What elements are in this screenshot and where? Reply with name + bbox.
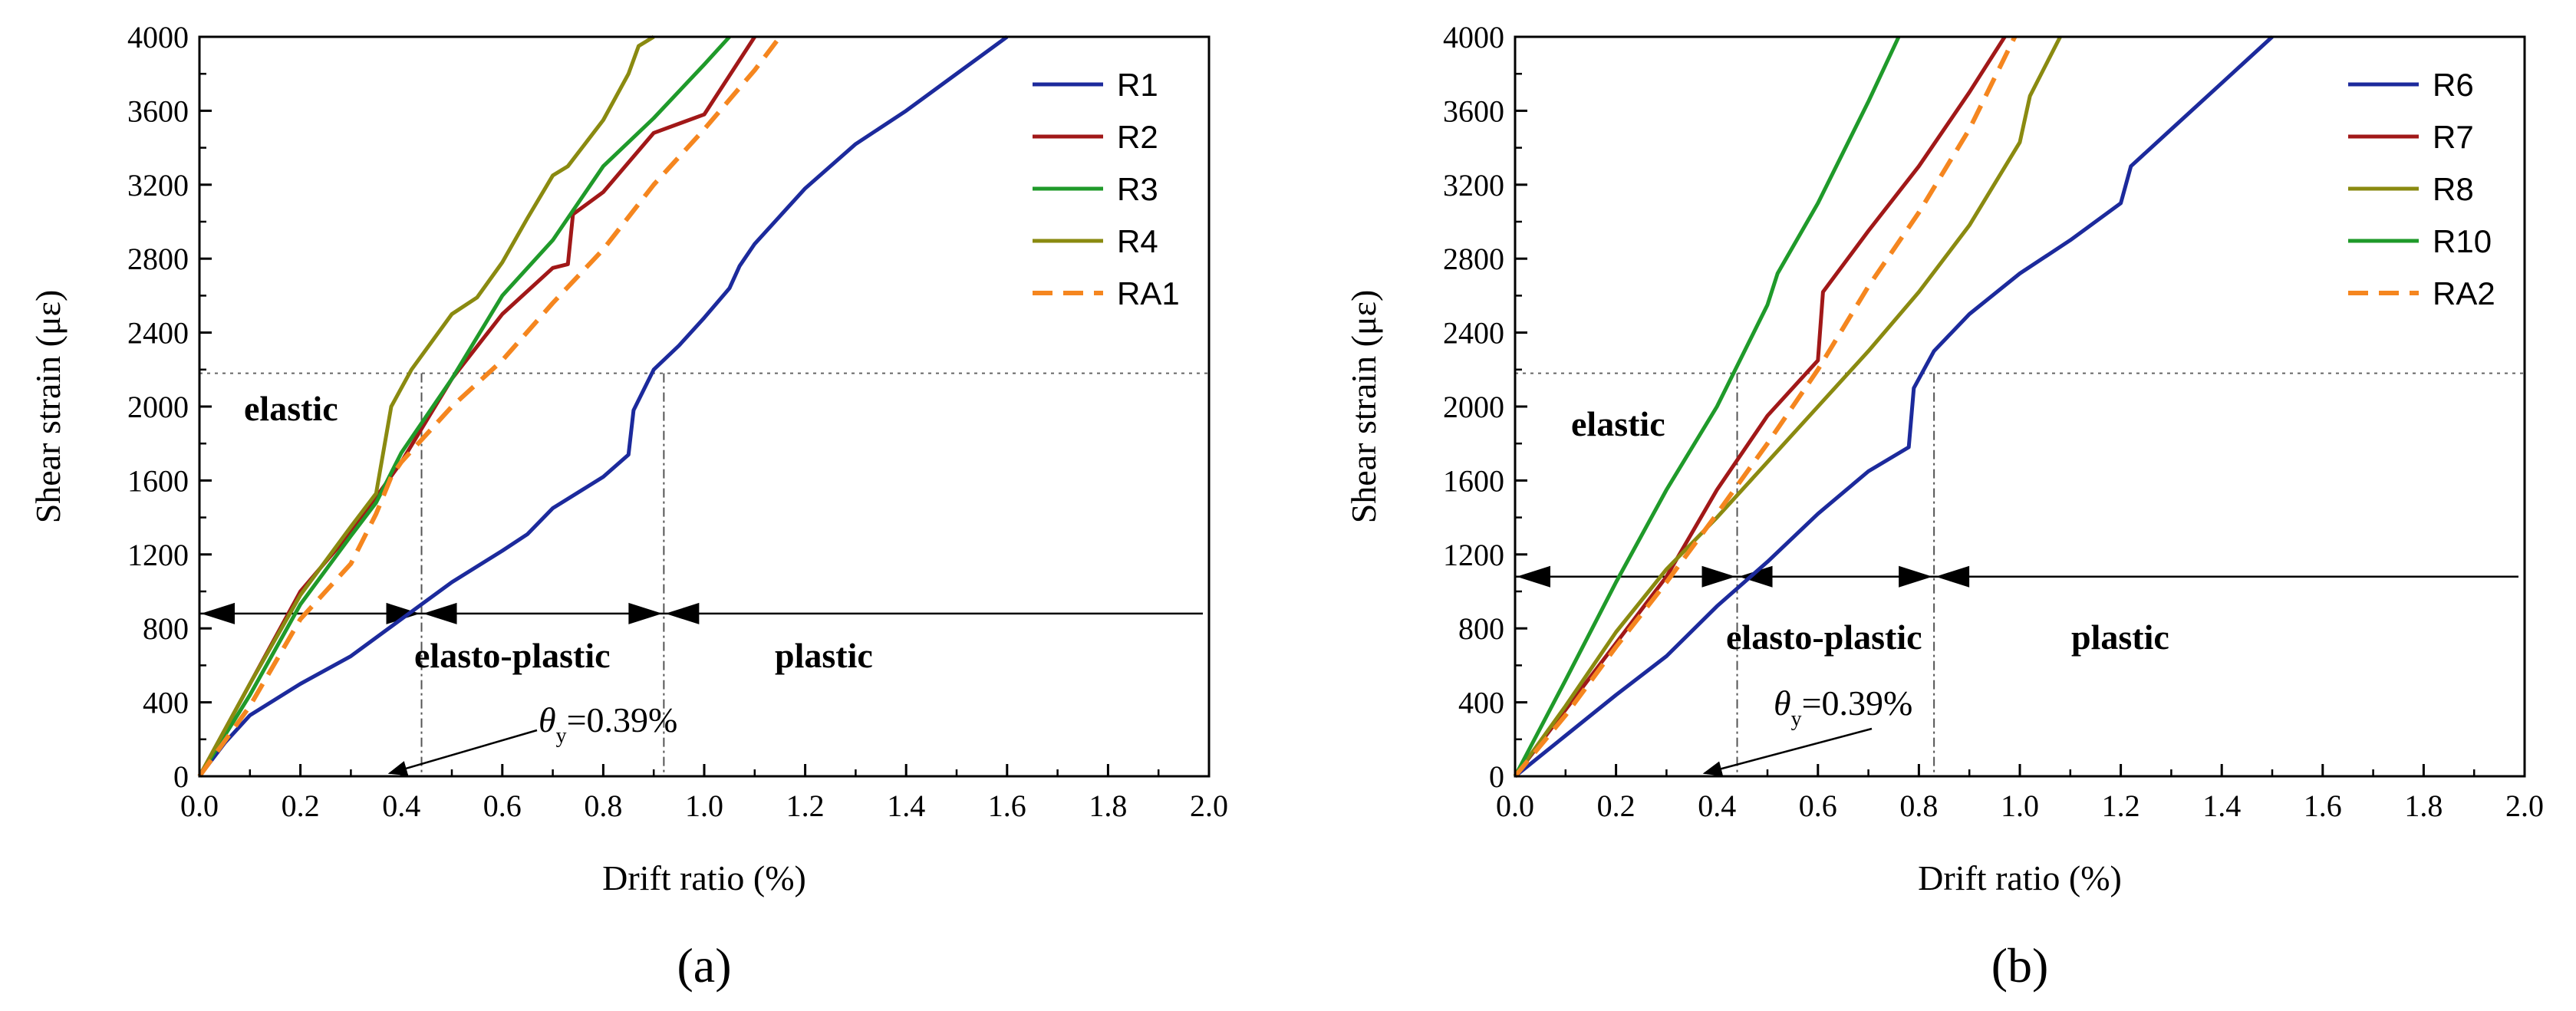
panel-a: 0.0 0.2 0.4 0.6 0.8 1.0 1.2 1.4 1.6 1.8 2.0 0 400 800… (28, 20, 1228, 993)
x-tick-label-b: 1.2 (2102, 789, 2140, 823)
x-axis-label-a: Drift ratio (%) (602, 858, 806, 897)
y-tick-label-b: 1200 (1443, 538, 1504, 572)
y-tick-label-a: 2800 (127, 242, 189, 276)
x-tick-label-b: 1.0 (2001, 789, 2039, 823)
x-tick-label-a: 0.6 (483, 789, 522, 823)
x-tick-label-a: 1.6 (988, 789, 1026, 823)
region-label-elasto-plastic-b: elasto-plastic (1726, 617, 1922, 657)
legend-label-ra1: RA1 (1117, 275, 1180, 311)
panel-label-a: (a) (677, 938, 731, 993)
legend-label-r10: R10 (2433, 223, 2492, 259)
arrowhead-left-a (423, 602, 457, 624)
legend-label-r7: R7 (2433, 119, 2474, 155)
y-tick-label-a: 1200 (127, 538, 189, 572)
y-tick-label-a: 4000 (127, 20, 189, 54)
x-tick-label-b: 0.0 (1496, 789, 1534, 823)
region-label-elasto-plastic-a: elasto-plastic (414, 636, 611, 675)
legend-label-r1: R1 (1117, 67, 1158, 103)
x-tick-label-a: 0.8 (584, 789, 622, 823)
y-tick-label-b: 2400 (1443, 316, 1504, 351)
region-label-elastic-b: elastic (1571, 404, 1665, 443)
x-tick-label-a: 1.0 (685, 789, 723, 823)
series-r7-line (1514, 35, 2007, 778)
y-tick-label-a: 2400 (127, 316, 189, 351)
x-tick-label-a: 1.4 (887, 789, 925, 823)
yield-annotation-b: θy=0.39% (1774, 683, 1912, 731)
x-tick-label-b: 0.4 (1698, 789, 1736, 823)
arrowhead-left-b (1738, 565, 1773, 588)
y-tick-label-a: 2000 (127, 390, 189, 424)
x-tick-label-b: 1.6 (2304, 789, 2342, 823)
y-axis-label-b: Shear strain (με) (1344, 290, 1383, 524)
x-tick-label-b: 2.0 (2505, 789, 2544, 823)
legend-label-ra2: RA2 (2433, 275, 2495, 311)
y-tick-label-b: 4000 (1443, 20, 1504, 54)
arrowhead-left-b (1935, 565, 1970, 588)
series-r3-line (197, 35, 731, 778)
legend-label-r2: R2 (1117, 119, 1158, 155)
x-tick-label-b: 0.8 (1899, 789, 1938, 823)
y-tick-label-b: 400 (1458, 686, 1504, 720)
arrowhead-left-a (665, 602, 700, 624)
series-r4-line (197, 35, 655, 778)
arrowhead-left-a (201, 602, 235, 624)
y-tick-label-b: 800 (1458, 611, 1504, 646)
x-tick-label-a: 2.0 (1190, 789, 1228, 823)
legend-label-r8: R8 (2433, 171, 2474, 207)
y-tick-label-a: 1600 (127, 463, 189, 498)
legend-label-r3: R3 (1117, 171, 1158, 207)
x-tick-label-a: 1.2 (786, 789, 825, 823)
x-tick-label-a: 0.4 (382, 789, 420, 823)
y-tick-label-b: 0 (1489, 759, 1504, 794)
yield-annotation-leader-b (1702, 727, 1873, 776)
arrowhead-right-b (1899, 565, 1933, 588)
series-r8-line (1513, 35, 2062, 778)
arrowhead-right-a (386, 602, 420, 624)
legend-label-r4: R4 (1117, 223, 1158, 259)
arrowhead-left-b (1517, 565, 1550, 588)
y-tick-label-a: 400 (143, 686, 189, 720)
y-tick-label-b: 2000 (1443, 390, 1504, 424)
series-ra2-line (1513, 35, 2018, 778)
series-r10-line (1513, 35, 1901, 778)
yield-annotation-a: θy=0.39% (539, 700, 677, 748)
x-tick-label-b: 1.8 (2404, 789, 2443, 823)
plot-frame-a (198, 35, 1211, 778)
plot-frame-b (1514, 35, 2526, 778)
y-axis-label-a: Shear strain (με) (28, 290, 68, 524)
x-tick-label-b: 1.4 (2202, 789, 2241, 823)
arrowhead-right-b (1701, 565, 1736, 588)
region-label-plastic-a: plastic (775, 636, 873, 675)
yield-annotation-leader-a (387, 729, 538, 776)
x-tick-label-a: 0.0 (180, 789, 219, 823)
panel-label-b: (b) (1991, 938, 2049, 993)
series-r1-line (198, 35, 1009, 778)
y-tick-label-a: 3200 (127, 168, 189, 203)
x-tick-label-b: 0.2 (1597, 789, 1636, 823)
region-label-plastic-b: plastic (2071, 617, 2169, 657)
x-axis-label-b: Drift ratio (%) (1918, 858, 2122, 897)
series-r6-line (1514, 35, 2274, 778)
arrowhead-right-a (628, 602, 663, 624)
y-tick-label-a: 0 (173, 759, 189, 794)
x-tick-label-a: 1.8 (1089, 789, 1127, 823)
y-tick-label-a: 3600 (127, 94, 189, 128)
y-tick-label-b: 1600 (1443, 463, 1504, 498)
y-tick-label-b: 3200 (1443, 168, 1504, 203)
y-tick-label-a: 800 (143, 611, 189, 646)
panel-b: 0.0 0.2 0.4 0.6 0.8 1.0 1.2 1.4 1.6 1.8 2.0 0 400 800… (1344, 20, 2544, 993)
region-label-elastic-a: elastic (244, 389, 338, 428)
y-tick-label-b: 3600 (1443, 94, 1504, 128)
x-tick-label-a: 0.2 (282, 789, 320, 823)
series-ra1-line (197, 35, 782, 778)
x-tick-label-b: 0.6 (1799, 789, 1837, 823)
legend-label-r6: R6 (2433, 67, 2474, 103)
y-tick-label-b: 2800 (1443, 242, 1504, 276)
